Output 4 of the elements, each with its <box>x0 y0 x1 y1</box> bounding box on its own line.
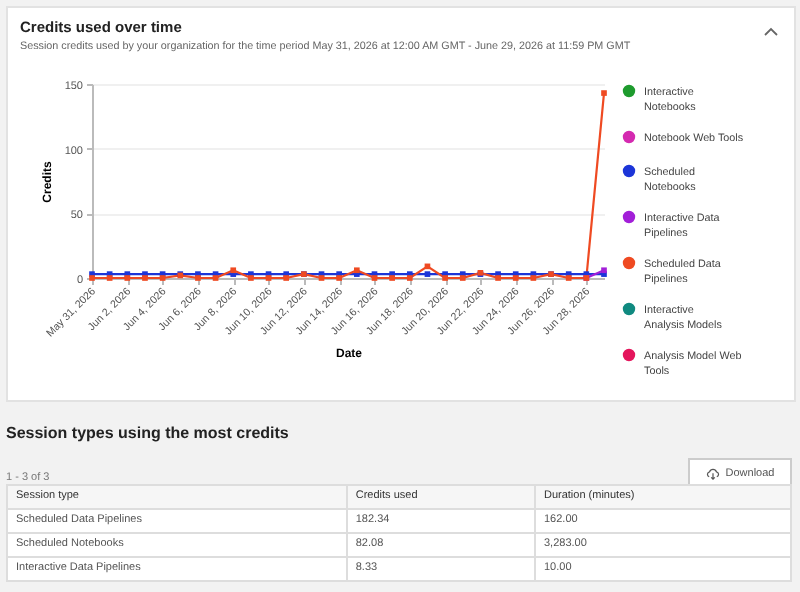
point <box>601 90 607 96</box>
text: Session types using the most credits <box>6 424 289 442</box>
point <box>424 271 431 277</box>
line-series <box>89 90 607 281</box>
